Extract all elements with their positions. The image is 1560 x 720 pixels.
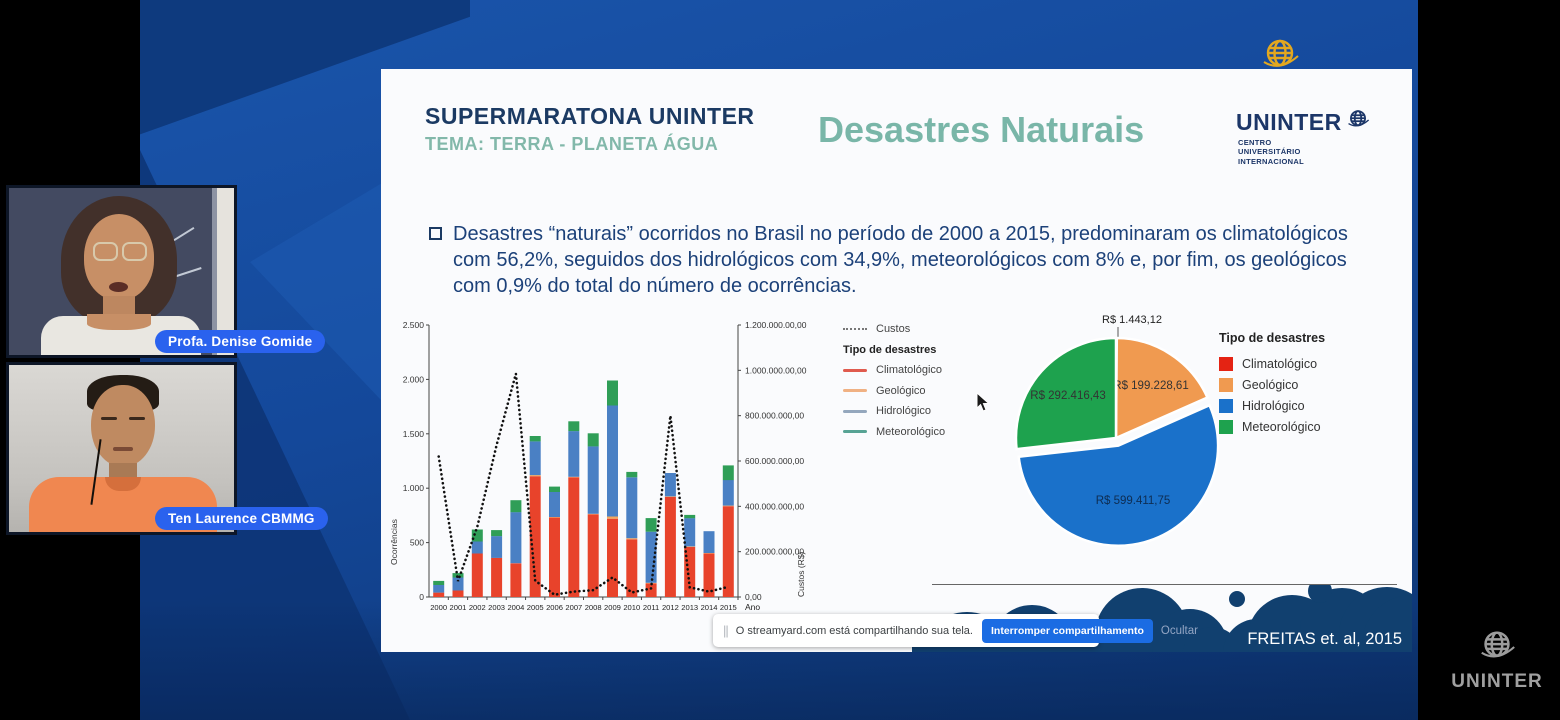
share-message: O streamyard.com está compartilhando sua… <box>735 624 973 637</box>
kicker-subtitle: TEMA: TERRA - PLANETA ÁGUA <box>425 134 719 154</box>
svg-text:400.000.000,00: 400.000.000,00 <box>745 501 804 511</box>
meteorologico-swatch <box>843 430 867 434</box>
climatologico-swatch <box>843 368 867 372</box>
globe-icon <box>1345 107 1371 138</box>
svg-text:0: 0 <box>419 592 424 602</box>
bullet-square-icon <box>429 227 442 240</box>
svg-text:1.000.000.00,00: 1.000.000.00,00 <box>745 365 807 375</box>
svg-text:2.500: 2.500 <box>403 320 425 330</box>
uninter-globe-icon <box>1258 34 1302 83</box>
pie-chart-legend: Tipo de desastres Climatológico Geológic… <box>1219 331 1326 434</box>
svg-text:2001: 2001 <box>450 603 467 612</box>
dotted-line-swatch <box>843 328 867 331</box>
svg-text:Ocorrências: Ocorrências <box>389 519 399 565</box>
logo-wordmark: UNINTER <box>1236 109 1342 135</box>
logo-subtitle: CENTRO UNIVERSITÁRIO INTERNACIONAL <box>1238 138 1304 166</box>
svg-text:2003: 2003 <box>488 603 505 612</box>
svg-text:1.500: 1.500 <box>403 429 425 439</box>
svg-text:1.000: 1.000 <box>403 483 425 493</box>
svg-text:Ano: Ano <box>745 602 760 612</box>
geologico-swatch <box>1219 377 1233 392</box>
hidrologico-swatch <box>1219 398 1233 413</box>
participant-name-badge: Ten Laurence CBMMG <box>155 507 328 530</box>
kicker-title: SUPERMARATONA UNINTER <box>425 103 755 129</box>
screen-share-notification-bar: || O streamyard.com está compartilhando … <box>713 614 1198 647</box>
svg-text:200.000.000,00: 200.000.000,00 <box>745 547 804 557</box>
svg-text:500: 500 <box>410 538 424 548</box>
hide-button[interactable]: Ocultar <box>1160 624 1198 637</box>
watermark-text: UNINTER <box>1451 671 1543 692</box>
bar-chart-legend: Custos Tipo de desastres Climatológico G… <box>843 323 946 438</box>
participant-name-badge: Profa. Denise Gomide <box>155 330 326 353</box>
svg-text:1.200.000.00,00: 1.200.000.00,00 <box>745 320 807 330</box>
svg-text:R$ 199.228,61: R$ 199.228,61 <box>1113 380 1188 392</box>
svg-text:2000: 2000 <box>430 603 447 612</box>
svg-text:2012: 2012 <box>662 603 679 612</box>
hidrologico-swatch <box>843 409 867 413</box>
uninter-logo: UNINTER CENTRO UNIVERSITÁRIO INTERNACION… <box>1236 107 1386 166</box>
slide-title: Desastres Naturais <box>818 109 1145 150</box>
svg-text:2011: 2011 <box>643 603 659 612</box>
webcam-feed-laurence <box>6 362 237 535</box>
uninter-watermark: UNINTER <box>1438 626 1556 693</box>
costs-pie-chart: R$ 1.443,12 R$ 199.228,61 R$ 599.411,75 R$ … <box>1014 314 1220 547</box>
webcam-feed-denise <box>6 185 237 358</box>
bullet-text: Desastres “naturais” ocorridos no Brasil… <box>453 223 1348 297</box>
slide-kicker: SUPERMARATONA UNINTER TEMA: TERRA - PLAN… <box>425 103 755 155</box>
slide-bullet: Desastres “naturais” ocorridos no Brasil… <box>429 221 1369 299</box>
globe-icon <box>1481 631 1515 658</box>
occurrences-costs-bar-chart: 0 500 1.000 1.500 2.000 2.500 0,00 200.000.000,… <box>389 320 807 612</box>
svg-text:2002: 2002 <box>469 603 486 612</box>
svg-text:2.000: 2.000 <box>403 374 425 384</box>
svg-text:0,00: 0,00 <box>745 592 762 602</box>
svg-text:2009: 2009 <box>604 603 621 612</box>
meteorologico-swatch <box>1219 419 1233 434</box>
svg-text:2006: 2006 <box>546 603 563 612</box>
mouse-cursor <box>976 391 991 418</box>
webcam-video <box>9 188 234 355</box>
stop-sharing-button[interactable]: Interromper compartilhamento <box>982 618 1153 643</box>
svg-text:2008: 2008 <box>585 603 602 612</box>
svg-text:2007: 2007 <box>565 603 582 612</box>
slide-divider-line <box>932 584 1397 585</box>
shared-slide: SUPERMARATONA UNINTER TEMA: TERRA - PLAN… <box>381 69 1412 652</box>
svg-text:2010: 2010 <box>623 603 640 612</box>
svg-text:2014: 2014 <box>701 603 718 612</box>
webcam-video <box>9 365 234 532</box>
svg-text:Custos (R$): Custos (R$) <box>796 551 806 597</box>
svg-text:800.000.000,00: 800.000.000,00 <box>745 411 804 421</box>
svg-text:2015: 2015 <box>720 603 737 612</box>
svg-text:R$ 599.411,75: R$ 599.411,75 <box>1096 495 1171 507</box>
svg-text:R$ 292.416,43: R$ 292.416,43 <box>1030 390 1105 402</box>
svg-text:2004: 2004 <box>507 603 524 612</box>
svg-text:2013: 2013 <box>681 603 698 612</box>
svg-text:600.000.000,00: 600.000.000,00 <box>745 456 804 466</box>
svg-text:2005: 2005 <box>527 603 544 612</box>
citation-text: FREITAS et. al, 2015 <box>1247 630 1402 648</box>
geologico-swatch <box>843 389 867 393</box>
drag-handle-icon[interactable]: || <box>723 623 729 638</box>
svg-text:R$ 1.443,12: R$ 1.443,12 <box>1102 314 1162 326</box>
climatologico-swatch <box>1219 356 1233 371</box>
